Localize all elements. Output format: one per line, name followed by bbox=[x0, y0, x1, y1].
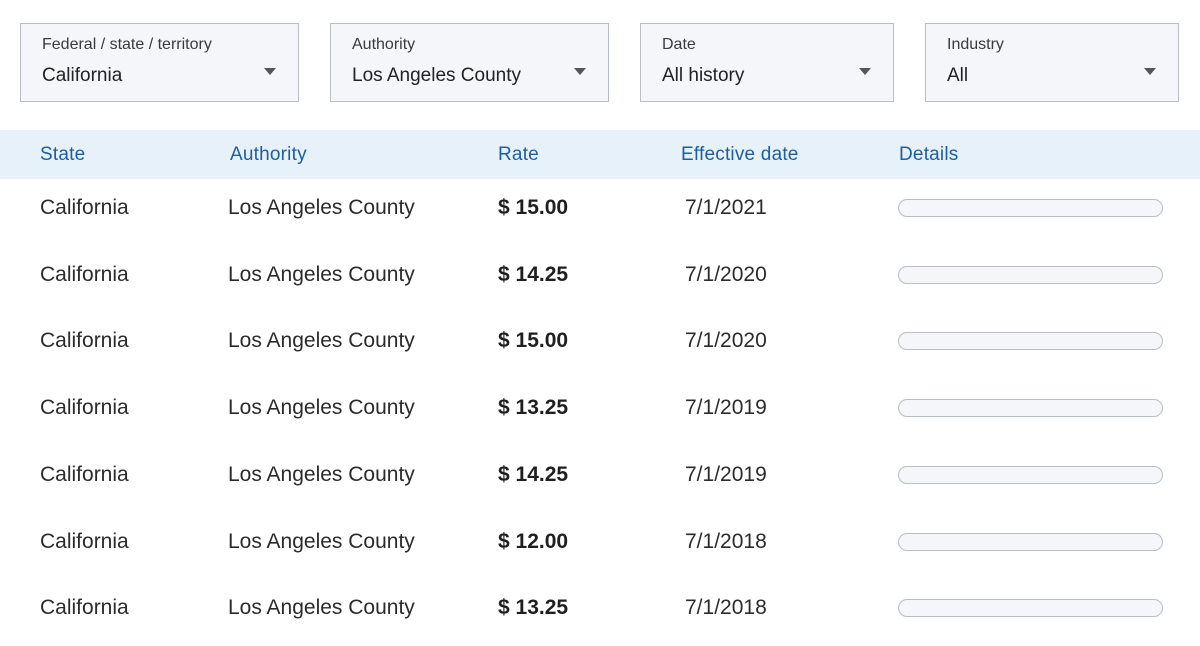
filter-bar: Federal / state / territory California A… bbox=[0, 0, 1200, 130]
cell-effective-date: 7/1/2018 bbox=[685, 529, 767, 553]
cell-rate: $ 14.25 bbox=[498, 262, 569, 286]
filter-jurisdiction-select[interactable]: Federal / state / territory California bbox=[20, 23, 299, 102]
cell-state: California bbox=[40, 596, 129, 620]
cell-authority: Los Angeles County bbox=[228, 462, 415, 486]
column-header-rate: Rate bbox=[498, 144, 539, 165]
cell-authority: Los Angeles County bbox=[228, 262, 415, 286]
cell-rate: $ 14.25 bbox=[498, 462, 569, 486]
caret-down-icon bbox=[574, 68, 586, 75]
details-button[interactable] bbox=[898, 332, 1163, 351]
caret-down-icon bbox=[264, 68, 276, 75]
cell-authority: Los Angeles County bbox=[228, 196, 415, 219]
cell-state: California bbox=[40, 462, 129, 486]
details-button[interactable] bbox=[898, 465, 1163, 484]
column-header-state: State bbox=[40, 144, 86, 165]
column-header-authority: Authority bbox=[230, 144, 307, 165]
filter-industry-label: Industry bbox=[947, 36, 1004, 53]
cell-rate: $ 13.25 bbox=[498, 596, 569, 620]
filter-jurisdiction-value: California bbox=[42, 65, 123, 86]
column-header-details: Details bbox=[899, 144, 959, 165]
filter-date-value: All history bbox=[662, 65, 745, 86]
cell-authority: Los Angeles County bbox=[228, 596, 415, 620]
table-row: California Los Angeles County $ 14.25 7/… bbox=[0, 446, 1200, 513]
filter-authority-select[interactable]: Authority Los Angeles County bbox=[330, 23, 609, 102]
cell-effective-date: 7/1/2020 bbox=[685, 262, 767, 286]
cell-rate: $ 15.00 bbox=[498, 196, 569, 219]
table-row: California Los Angeles County $ 15.00 7/… bbox=[0, 312, 1200, 379]
cell-effective-date: 7/1/2020 bbox=[685, 329, 767, 353]
cell-rate: $ 13.25 bbox=[498, 396, 569, 420]
details-button[interactable] bbox=[898, 265, 1163, 284]
filter-industry-select[interactable]: Industry All bbox=[925, 23, 1179, 102]
details-button[interactable] bbox=[898, 399, 1163, 418]
table-row: California Los Angeles County $ 13.25 7/… bbox=[0, 379, 1200, 446]
details-button[interactable] bbox=[898, 199, 1163, 217]
caret-down-icon bbox=[859, 68, 871, 75]
cell-state: California bbox=[40, 262, 129, 286]
details-button[interactable] bbox=[898, 599, 1163, 618]
table-row: California Los Angeles County $ 12.00 7/… bbox=[0, 513, 1200, 580]
cell-effective-date: 7/1/2019 bbox=[685, 396, 767, 420]
cell-authority: Los Angeles County bbox=[228, 529, 415, 553]
cell-authority: Los Angeles County bbox=[228, 396, 415, 420]
filter-jurisdiction-label: Federal / state / territory bbox=[42, 36, 212, 53]
cell-state: California bbox=[40, 196, 129, 219]
details-button[interactable] bbox=[898, 532, 1163, 551]
cell-effective-date: 7/1/2018 bbox=[685, 596, 767, 620]
cell-authority: Los Angeles County bbox=[228, 329, 415, 353]
table-row: California Los Angeles County $ 14.25 7/… bbox=[0, 246, 1200, 313]
caret-down-icon bbox=[1144, 68, 1156, 75]
cell-state: California bbox=[40, 529, 129, 553]
filter-industry-value: All bbox=[947, 65, 969, 86]
table-row: California Los Angeles County $ 15.00 7/… bbox=[0, 179, 1200, 246]
filter-authority-label: Authority bbox=[352, 36, 416, 53]
table-header: State Authority Rate Effective date Deta… bbox=[0, 130, 1200, 179]
table-row: California Los Angeles County $ 13.25 7/… bbox=[0, 579, 1200, 646]
filter-date-label: Date bbox=[662, 36, 696, 53]
column-header-effective-date: Effective date bbox=[681, 144, 799, 165]
cell-state: California bbox=[40, 329, 129, 353]
cell-effective-date: 7/1/2021 bbox=[685, 196, 767, 219]
filter-date-select[interactable]: Date All history bbox=[640, 23, 894, 102]
cell-rate: $ 15.00 bbox=[498, 329, 569, 353]
cell-state: California bbox=[40, 396, 129, 420]
filter-authority-value: Los Angeles County bbox=[352, 65, 522, 86]
cell-effective-date: 7/1/2019 bbox=[685, 462, 767, 486]
cell-rate: $ 12.00 bbox=[498, 529, 569, 553]
